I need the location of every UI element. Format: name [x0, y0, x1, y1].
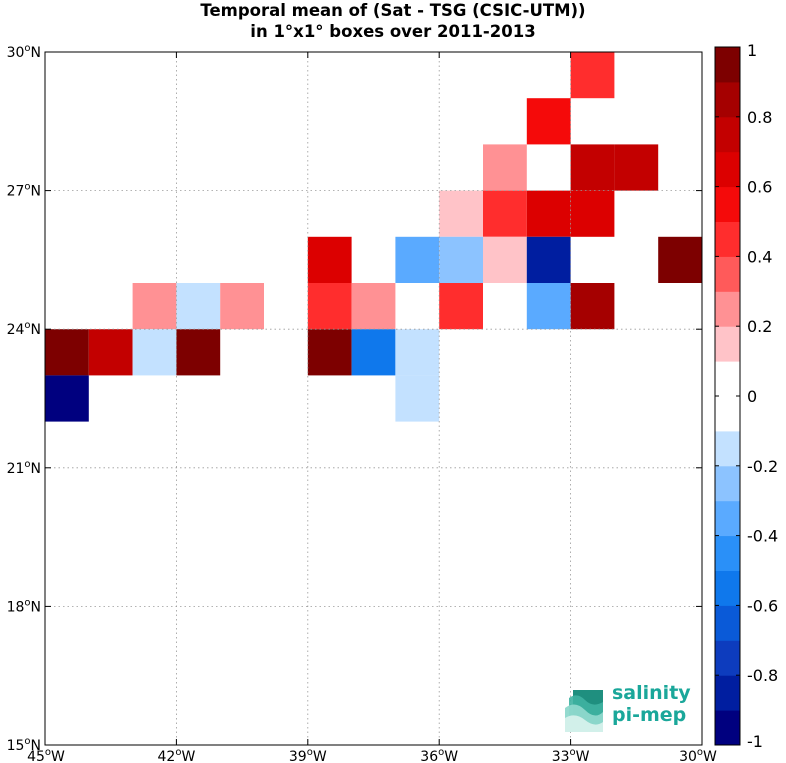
heatmap-cell	[132, 283, 177, 330]
colorbar-label: 0.4	[747, 247, 772, 266]
x-axis: 45oW 42oW 39oW 36oW 33oW 30oW	[27, 52, 717, 763]
colorbar-label: 0	[747, 387, 757, 406]
heatmap-cell	[88, 329, 133, 376]
salinity-pi-mep-logo: salinity pi-mep	[563, 682, 703, 732]
colorbar-segment	[715, 570, 740, 606]
heatmap-cell	[570, 283, 615, 330]
heatmap-cell	[132, 329, 177, 376]
heatmap-cell	[483, 236, 527, 283]
colorbar-label: 0.8	[747, 108, 772, 127]
grid-lines	[45, 52, 702, 745]
chart-title: Temporal mean of (Sat - TSG (CSIC-UTM)) …	[0, 0, 786, 42]
colorbar: 1 0.8 0.6 0.4 0.2 0 -0.2 -0.4 -0.6 -0.8 -1	[714, 41, 778, 751]
wave-logo-icon	[565, 690, 603, 732]
colorbar-segment	[715, 116, 740, 153]
heatmap-cell	[351, 329, 396, 376]
heatmap-cell	[307, 283, 352, 330]
tick-label: 39oW	[289, 747, 327, 763]
chart-title-line1: Temporal mean of (Sat - TSG (CSIC-UTM))	[200, 1, 586, 20]
colorbar-label: -0.6	[747, 596, 778, 615]
heatmap-cell	[526, 236, 571, 283]
tick-label: 42oW	[158, 747, 196, 763]
heatmap-cell	[570, 52, 615, 99]
heatmap-cell	[307, 236, 352, 283]
heatmap-cell	[526, 283, 571, 330]
colorbar-segment	[715, 430, 740, 467]
colorbar-label: -0.2	[747, 457, 778, 476]
tick-label: 45oW	[27, 747, 65, 763]
heatmap-cell	[176, 329, 221, 376]
colorbar-segment	[715, 291, 740, 327]
heatmap-cell	[570, 144, 615, 191]
colorbar-label: -0.4	[747, 527, 778, 546]
heatmap-cell	[483, 190, 527, 237]
heatmap-cell	[570, 190, 615, 237]
colorbar-segment	[715, 151, 740, 188]
colorbar-segment	[715, 710, 740, 746]
heatmap-cell	[439, 283, 483, 330]
heatmap-cell	[351, 283, 396, 330]
colorbar-segment	[715, 396, 740, 432]
tick-label: 15oN	[7, 736, 41, 754]
tick-label: 30oW	[679, 747, 717, 763]
heatmap-cell	[45, 329, 89, 376]
heatmap-cell	[176, 283, 221, 330]
colorbar-segment	[715, 47, 740, 83]
logo-line2: pi-mep	[612, 704, 687, 726]
colorbar-label: -1	[747, 732, 763, 751]
colorbar-label: -0.8	[747, 666, 778, 685]
tick-label: 36oW	[420, 747, 458, 763]
colorbar-segment	[715, 605, 740, 641]
tick-label: 24oN	[7, 320, 41, 338]
tick-label: 27oN	[7, 182, 41, 200]
heatmap-cell	[439, 190, 483, 237]
heatmap-cell	[395, 236, 440, 283]
colorbar-segment	[715, 675, 740, 711]
heatmap-cell	[395, 329, 440, 376]
tick-label: 30oN	[7, 43, 41, 61]
colorbar-segment	[715, 256, 740, 292]
colorbar-segment	[715, 81, 740, 118]
colorbar-segment	[715, 535, 740, 571]
colorbar-segment	[715, 361, 740, 397]
colorbar-label: 0.6	[747, 178, 772, 197]
heatmap-cell	[483, 144, 527, 191]
colorbar-segment	[715, 221, 740, 257]
heatmap-cell	[220, 283, 264, 330]
colorbar-segment	[715, 186, 740, 222]
heatmap-cells	[45, 52, 702, 422]
heatmap-cell	[526, 190, 571, 237]
colorbar-segment	[715, 326, 740, 362]
logo-line1: salinity	[612, 682, 691, 704]
heatmap-cell	[395, 375, 440, 422]
colorbar-label: 1	[747, 41, 757, 60]
heatmap-cell	[45, 375, 89, 422]
heatmap-cell	[307, 329, 352, 376]
chart-title-line2: in 1°x1° boxes over 2011-2013	[250, 22, 536, 41]
colorbar-segment	[715, 640, 740, 676]
colorbar-segment	[715, 465, 740, 502]
plot-frame	[44, 51, 703, 746]
heatmap-cell	[614, 144, 659, 191]
colorbar-label: 0.2	[747, 317, 772, 336]
logo-text: salinity pi-mep	[612, 682, 691, 726]
y-axis: 15oN 18oN 21oN 24oN 27oN 30oN	[7, 43, 702, 754]
tick-label: 33oW	[552, 747, 590, 763]
tick-label: 18oN	[7, 597, 41, 615]
tick-label: 21oN	[7, 459, 41, 477]
heatmap-cell	[439, 236, 483, 283]
heatmap-cell	[658, 236, 702, 283]
colorbar-segment	[715, 500, 740, 537]
heatmap-cell	[526, 98, 571, 145]
